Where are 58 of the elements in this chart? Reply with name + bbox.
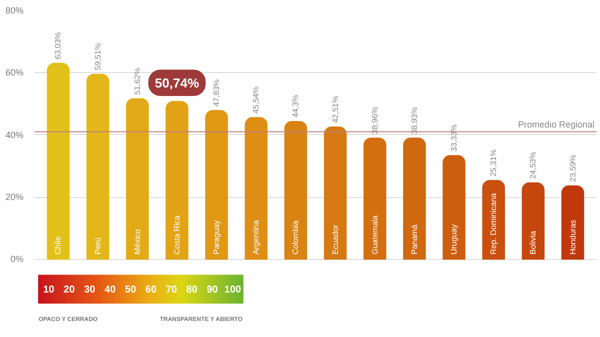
x-tick-label: México xyxy=(132,228,142,255)
bar xyxy=(284,120,308,260)
x-tick-label: Panamá xyxy=(410,224,419,255)
bar xyxy=(86,74,110,260)
y-tick-label: 40% xyxy=(5,130,24,140)
bar xyxy=(166,100,188,260)
bar xyxy=(126,98,149,260)
y-tick-label: 0% xyxy=(10,254,24,264)
bar xyxy=(561,185,584,260)
data-label: 51,62% xyxy=(132,68,142,95)
bar xyxy=(244,117,268,260)
color-bar-label: 90 xyxy=(206,284,218,296)
data-label: 24,53% xyxy=(528,152,538,179)
y-tick-label: 60% xyxy=(5,68,24,78)
bar xyxy=(403,138,426,260)
data-label: 63,03% xyxy=(54,32,63,60)
data-label: 42,51% xyxy=(330,96,340,124)
bar xyxy=(46,62,70,260)
data-label: 44,3% xyxy=(291,94,300,118)
color-bar-label: 80 xyxy=(186,284,198,296)
x-tick-label: Chile xyxy=(54,236,63,255)
data-label: 25,31% xyxy=(489,149,498,176)
x-tick-label: Rep. Dominicana xyxy=(489,192,498,255)
x-tick-label: Paraguay xyxy=(212,220,222,255)
x-tick-label: Honduras xyxy=(568,220,578,255)
data-label: 38,93% xyxy=(410,107,419,134)
color-bar-label: 30 xyxy=(84,284,96,296)
data-label: 33,33% xyxy=(450,124,459,152)
bar xyxy=(482,180,505,260)
x-tick-label: Ecuador xyxy=(330,224,340,255)
bar xyxy=(324,126,347,260)
x-tick-label: Costa Rica xyxy=(172,214,182,255)
data-label: 59,51% xyxy=(93,43,102,70)
color-bar-label: 20 xyxy=(64,284,76,296)
bar xyxy=(522,182,545,260)
color-bar-label: 100 xyxy=(224,284,242,296)
data-label: 47,83% xyxy=(212,79,222,106)
bar xyxy=(363,138,386,260)
color-bar-label: 10 xyxy=(43,284,55,296)
data-label: 38,96% xyxy=(370,106,380,134)
bar xyxy=(205,110,228,260)
ref-line-label: Promedio Regional xyxy=(518,120,595,130)
x-tick-label: Uruguay xyxy=(450,224,459,255)
bar xyxy=(442,155,466,260)
y-tick-label: 20% xyxy=(5,192,24,202)
color-bar-label: 50 xyxy=(124,284,137,296)
data-label: 45,54% xyxy=(252,86,261,114)
x-tick-label: Colombia xyxy=(291,220,300,255)
data-label: 23,59% xyxy=(568,154,578,182)
x-tick-label: Argentina xyxy=(252,220,261,255)
x-tick-label: Perú xyxy=(93,238,102,255)
x-tick-label: Bolivia xyxy=(528,230,538,255)
annotation: 50,74% xyxy=(154,75,200,90)
color-bar-label: 70 xyxy=(166,284,178,296)
color-bar-label: 60 xyxy=(145,284,157,296)
x-tick-label: Guatemala xyxy=(370,214,380,255)
y-tick-label: 80% xyxy=(5,6,24,16)
color-bar-label: 40 xyxy=(104,284,116,296)
